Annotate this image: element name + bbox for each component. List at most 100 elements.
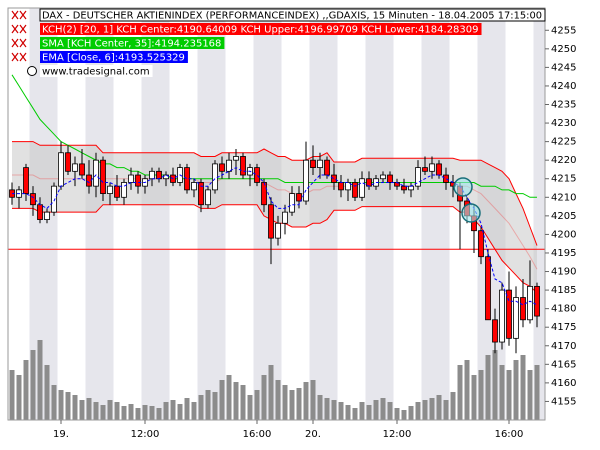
volume-bar [184, 398, 190, 420]
y-tick-label: 4165 [551, 359, 576, 370]
volume-bar [415, 402, 421, 420]
volume-bar [205, 390, 211, 420]
volume-bar [93, 402, 99, 420]
candle-body [226, 159, 232, 172]
volume-bar [401, 410, 407, 420]
volume-bar [79, 400, 85, 420]
candle-body [23, 167, 29, 194]
volume-bar [114, 402, 120, 420]
y-tick-label: 4170 [551, 341, 576, 352]
y-tick-label: 4245 [551, 62, 576, 73]
y-tick-label: 4205 [551, 211, 576, 222]
candle-body [310, 159, 316, 169]
candle-body [303, 159, 309, 202]
candle-body [44, 211, 50, 220]
volume-bar [478, 370, 484, 420]
volume-bar [534, 365, 540, 420]
volume-bar [121, 406, 127, 420]
x-tick-label: 16:00 [495, 429, 524, 440]
candle-body [345, 182, 351, 191]
volume-bar [485, 355, 491, 420]
candle-body [100, 159, 106, 194]
volume-bar [359, 402, 365, 420]
candle-body [527, 285, 533, 321]
candle-body [387, 174, 393, 183]
volume-bar [450, 392, 456, 420]
volume-bar [296, 388, 302, 420]
volume-bar [23, 360, 29, 420]
x-tick-label: 12:00 [383, 429, 412, 440]
volume-bar [135, 408, 141, 420]
candle-body [429, 163, 435, 172]
volume-bar [464, 360, 470, 420]
volume-bar [58, 390, 64, 420]
session-band [421, 8, 450, 420]
volume-bar [366, 405, 372, 420]
candle-body [65, 152, 71, 172]
volume-bar [443, 400, 449, 420]
candle-body [401, 185, 407, 191]
legend: DAX - DEUTSCHER AKTIENINDEX (PERFORMANCE… [11, 8, 546, 78]
legend-text: SMA [KCH Center, 35]:4194.235168 [42, 39, 221, 50]
volume-bar [219, 380, 225, 420]
volume-bar [457, 365, 463, 420]
volume-bar [65, 392, 71, 420]
volume-bar [261, 375, 267, 420]
volume-bar [303, 382, 309, 420]
volume-bar [44, 365, 50, 420]
volume-bar [191, 402, 197, 420]
channel-lower [12, 204, 538, 294]
volume-bar [310, 380, 316, 420]
candle-body [275, 222, 281, 239]
session-band [365, 8, 394, 420]
candle-body [485, 256, 491, 321]
y-tick-label: 4220 [551, 155, 576, 166]
candle-body [506, 289, 512, 339]
candle-body [289, 193, 295, 213]
volume-bar [142, 405, 148, 420]
x-tick-label: 12:00 [131, 429, 160, 440]
volume-bar [499, 365, 505, 420]
candle-body [422, 167, 428, 172]
volume-bar [37, 340, 43, 420]
volume-bar [345, 405, 351, 420]
candle-body [443, 174, 449, 183]
candle-body [58, 152, 64, 187]
y-tick-label: 4180 [551, 304, 576, 315]
volume-bar [212, 392, 218, 420]
candle-body [478, 230, 484, 258]
ema-line [12, 167, 538, 306]
legend-icon [11, 38, 27, 48]
candle-body [121, 182, 127, 198]
candle-body [492, 319, 498, 343]
volume-bar [233, 382, 239, 420]
x-tick-label: 16:00 [243, 429, 272, 440]
y-tick-label: 4190 [551, 267, 576, 278]
legend-icon [11, 10, 27, 20]
y-tick-label: 4155 [551, 396, 576, 407]
volume-bar [9, 370, 15, 420]
y-tick-label: 4240 [551, 81, 576, 92]
candle-body [198, 182, 204, 206]
candle-body [72, 163, 78, 172]
volume-bar [226, 375, 232, 420]
volume-bar [156, 408, 162, 420]
candle-body [240, 156, 246, 176]
volume-bar [177, 404, 183, 420]
session-band [533, 8, 545, 420]
candle-body [359, 178, 365, 198]
candle-body [415, 167, 421, 187]
candle-body [156, 170, 162, 180]
volume-bar [408, 406, 414, 420]
legend-background [40, 65, 153, 77]
candle-body [296, 193, 302, 202]
volume-bar [30, 350, 36, 420]
candle-body [51, 185, 57, 213]
candle-body [254, 167, 260, 183]
y-tick-label: 4250 [551, 44, 576, 55]
legend-text: www.tradesignal.com [42, 67, 150, 78]
volume-bar [471, 375, 477, 420]
candle-body [338, 182, 344, 191]
volume-bar [506, 370, 512, 420]
